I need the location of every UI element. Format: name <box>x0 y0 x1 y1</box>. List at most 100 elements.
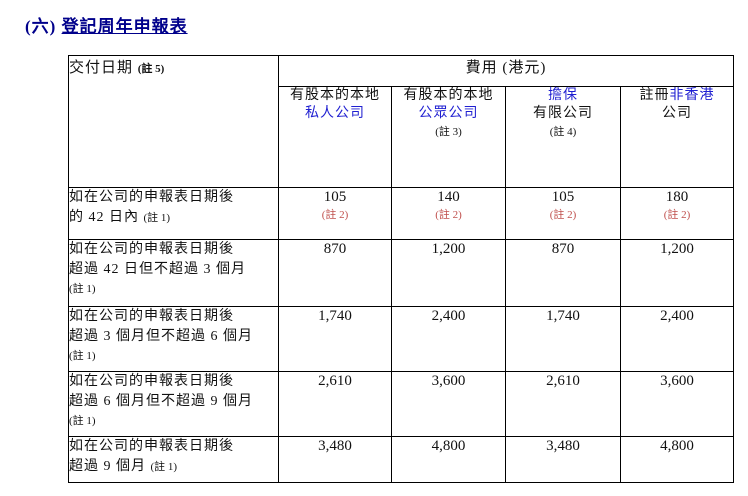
text-line: 如在公司的申報表日期後 <box>69 372 278 392</box>
page-title: (六) 登記周年申報表 <box>25 12 188 37</box>
text-line: 超過 6 個月但不超過 9 個月 <box>69 392 278 412</box>
fee-amount: 1,740 <box>546 308 580 324</box>
text-line: (註 1) <box>69 346 278 366</box>
text-segment: (註 1) <box>69 350 96 363</box>
fee-value-cell: 2,610 <box>278 371 392 437</box>
table-header: 交付日期 (註 5) 費用 (港元) 有股本的本地私人公司 有股本的本地 公眾公司 (… <box>68 55 734 188</box>
text-line: 公司 <box>621 105 733 123</box>
text-line: (註 1) <box>69 411 278 431</box>
text-segment: 擔保 <box>548 88 578 103</box>
text-segment: 如在公司的申報表日期後 <box>69 242 234 257</box>
fee-value-cell: 180 (註 2) <box>620 187 734 240</box>
table-row: 如在公司的申報表日期後 超過 9 個月 (註 1) 3,480 4,800 3,480 4… <box>68 436 734 483</box>
table-row: 如在公司的申報表日期後超過 3 個月但不超過 6 個月 (註 1) 1,740 2,4… <box>68 306 734 372</box>
text-line: (註 1) <box>69 279 278 299</box>
text-segment: (註 1) <box>69 415 96 428</box>
text-line: 超過 3 個月但不超過 6 個月 <box>69 327 278 347</box>
fee-value-cell: 2,400 <box>620 306 734 372</box>
text-segment: (註 1) <box>69 283 96 296</box>
fee-amount: 870 <box>323 241 347 257</box>
fee-value-cell: 105 (註 2) <box>278 187 392 240</box>
text-segment: (註 4) <box>549 126 577 139</box>
fee-amount: 180 <box>665 189 689 205</box>
fee-amount: 1,200 <box>660 241 694 257</box>
text-line: 私人公司 <box>279 105 391 123</box>
fee-value-cell: 870 <box>278 239 392 307</box>
text-segment: 的 42 日內 <box>69 209 144 225</box>
fee-value-cell: 2,610 <box>505 371 621 437</box>
fee-value-cell: 1,200 <box>620 239 734 307</box>
fee-amount: 3,600 <box>431 373 466 389</box>
text-line: 有限公司 <box>506 105 620 123</box>
table-row: 如在公司的申報表日期後超過 6 個月但不超過 9 個月 (註 1) 2,610 3,6… <box>68 371 734 437</box>
page-title-prefix: (六) <box>25 17 57 36</box>
text-line: 的 42 日內 (註 1) <box>69 208 278 228</box>
text-segment: 超過 6 個月但不超過 9 個月 <box>69 393 253 409</box>
row-label-cell: 如在公司的申報表日期後 超過 42 日但不超過 3 個月 (註 1) <box>68 239 279 307</box>
fee-value-cell: 870 <box>505 239 621 307</box>
fee-value-cell: 2,400 <box>391 306 506 372</box>
fee-amount: 3,600 <box>660 373 694 389</box>
text-line: 如在公司的申報表日期後 <box>69 437 278 457</box>
text-segment: 超過 42 日但不超過 3 個月 <box>69 261 246 277</box>
table-row: 如在公司的申報表日期後 超過 42 日但不超過 3 個月 (註 1) 870 1,200… <box>68 239 734 307</box>
fee-value-cell: 3,600 <box>620 371 734 437</box>
column-header: 有股本的本地 公眾公司 (註 3) <box>391 86 506 188</box>
text-segment: 公司 <box>662 106 692 122</box>
fee-amount: 3,480 <box>546 438 580 454</box>
fee-amount: 2,610 <box>318 373 352 389</box>
text-line: (註 4) <box>506 123 620 141</box>
fee-value-cell: 3,600 <box>391 371 506 437</box>
fee-amount: 3,480 <box>318 438 352 454</box>
text-segment: 有限公司 <box>533 106 593 122</box>
table-row: 如在公司的申報表日期後的 42 日內 (註 1) 105 (註 2) 140 (註 2)… <box>68 187 734 240</box>
row-label-cell: 如在公司的申報表日期後超過 3 個月但不超過 6 個月 (註 1) <box>68 306 279 372</box>
fee-value-cell: 3,480 <box>505 436 621 483</box>
fee-amount: 2,400 <box>660 308 694 324</box>
delivery-date-label: 交付日期 <box>69 60 134 76</box>
text-line: 註冊非香港 <box>621 87 733 105</box>
text-line: 超過 9 個月 (註 1) <box>69 457 278 477</box>
fee-amount: 105 <box>323 189 347 205</box>
text-segment: (註 3) <box>435 126 462 139</box>
fee-value-cell: 105 (註 2) <box>505 187 621 240</box>
annual-return-fee-table: 交付日期 (註 5) 費用 (港元) 有股本的本地私人公司 有股本的本地 公眾公司 (… <box>68 55 734 483</box>
text-line: 有股本的本地 <box>392 87 505 105</box>
fee-note: (註 2) <box>435 208 462 221</box>
fee-unit-header: 費用 (港元) <box>278 55 734 87</box>
text-segment: 如在公司的申報表日期後 <box>69 374 234 389</box>
text-segment: 公眾公司 <box>418 106 479 122</box>
text-segment: (註 1) <box>150 460 178 473</box>
fee-value-cell: 1,200 <box>391 239 506 307</box>
text-segment: 有股本的本地 <box>403 88 494 103</box>
fee-amount: 105 <box>551 189 575 205</box>
row-label-cell: 如在公司的申報表日期後超過 6 個月但不超過 9 個月 (註 1) <box>68 371 279 437</box>
text-line: (註 3) <box>392 123 505 141</box>
row-label-cell: 如在公司的申報表日期後 超過 9 個月 (註 1) <box>68 436 279 483</box>
text-line: 如在公司的申報表日期後 <box>69 240 278 260</box>
fee-amount: 2,400 <box>431 308 466 324</box>
page-title-main: 登記周年申報表 <box>61 17 188 36</box>
table-body: 如在公司的申報表日期後的 42 日內 (註 1) 105 (註 2) 140 (註 2)… <box>68 187 734 483</box>
fee-note: (註 2) <box>321 208 349 221</box>
fee-amount: 4,800 <box>660 438 694 454</box>
text-segment: 註冊 <box>639 88 670 103</box>
text-segment: 私人公司 <box>305 106 365 122</box>
text-line: 公眾公司 <box>392 105 505 123</box>
text-line: 超過 42 日但不超過 3 個月 <box>69 260 278 280</box>
text-line: 擔保 <box>506 87 620 105</box>
column-header: 註冊非香港 公司 <box>620 86 734 188</box>
fee-amount: 870 <box>551 241 575 257</box>
fee-amount: 140 <box>437 189 460 205</box>
text-segment: 如在公司的申報表日期後 <box>69 190 234 205</box>
fee-header-row: 交付日期 (註 5) 費用 (港元) <box>68 55 734 188</box>
column-header-row: 有股本的本地私人公司 有股本的本地 公眾公司 (註 3) 擔保有限公司 (註 4) 註冊非香… <box>69 86 734 188</box>
text-segment: 超過 9 個月 <box>69 458 151 474</box>
fee-value-cell: 3,480 <box>278 436 392 483</box>
fee-amount: 1,740 <box>318 308 352 324</box>
text-segment: 超過 3 個月但不超過 6 個月 <box>69 328 253 344</box>
text-segment: 如在公司的申報表日期後 <box>69 309 234 324</box>
text-line: 如在公司的申報表日期後 <box>69 307 278 327</box>
fee-value-cell: 1,740 <box>278 306 392 372</box>
